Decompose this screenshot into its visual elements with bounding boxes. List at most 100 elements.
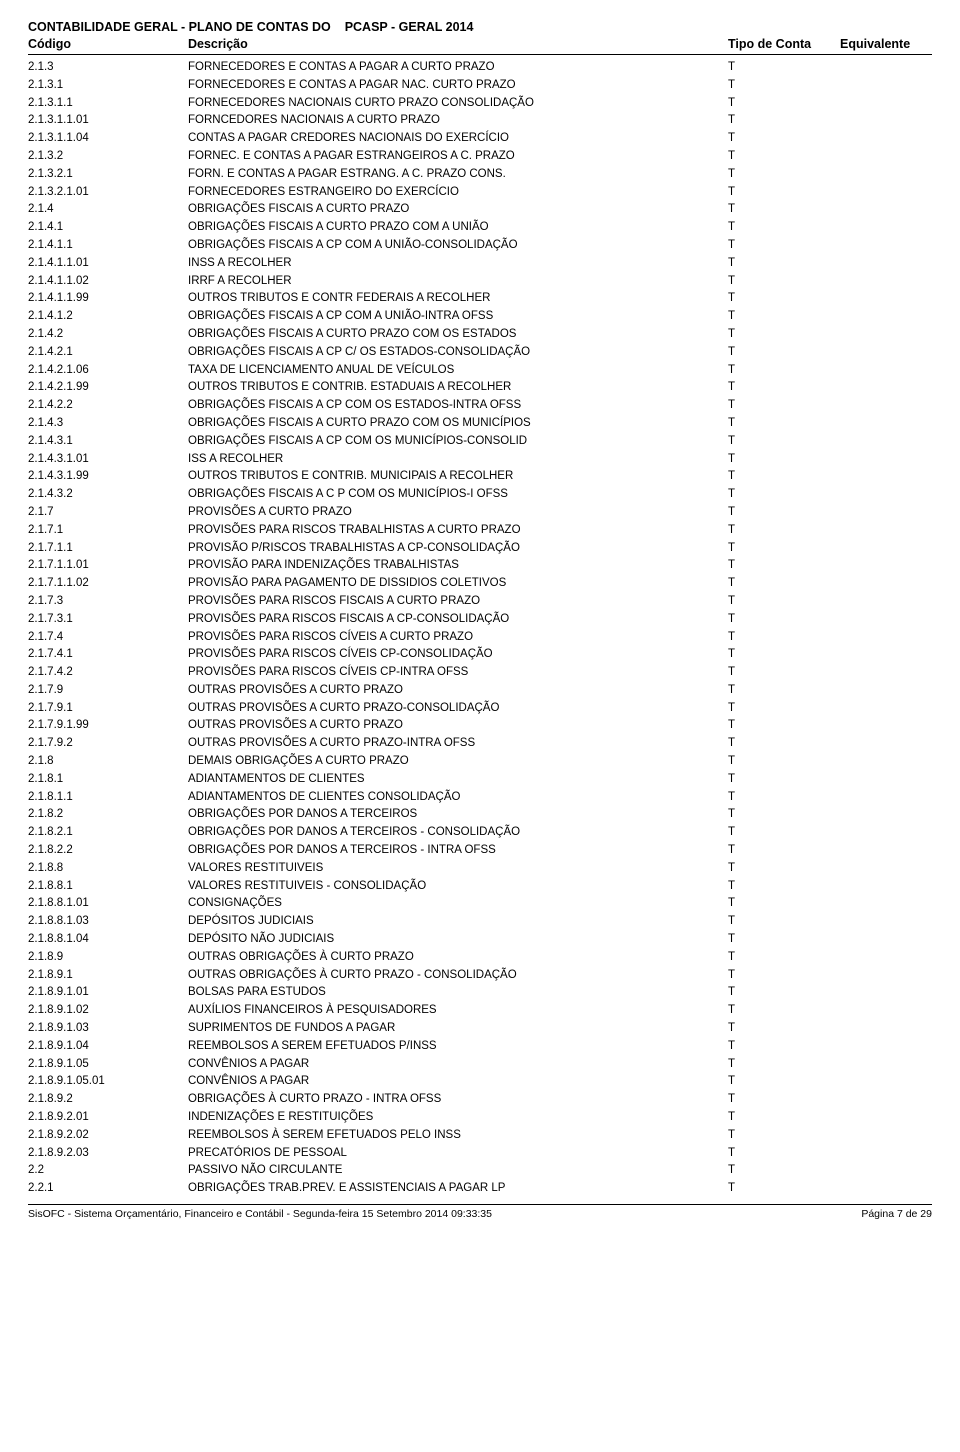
cell-descricao: OBRIGAÇÕES À CURTO PRAZO - INTRA OFSS: [188, 1091, 728, 1109]
cell-equivalente: [840, 451, 932, 469]
cell-tipo: T: [728, 984, 840, 1002]
cell-equivalente: [840, 806, 932, 824]
cell-codigo: 2.1.8.2.2: [28, 842, 188, 860]
page-title-suffix: PCASP - GERAL 2014: [345, 20, 474, 34]
cell-descricao: PROVISÕES A CURTO PRAZO: [188, 504, 728, 522]
cell-descricao: OBRIGAÇÕES TRAB.PREV. E ASSISTENCIAIS A …: [188, 1180, 728, 1198]
cell-equivalente: [840, 967, 932, 985]
cell-descricao: ADIANTAMENTOS DE CLIENTES CONSOLIDAÇÃO: [188, 789, 728, 807]
cell-equivalente: [840, 664, 932, 682]
cell-tipo: T: [728, 486, 840, 504]
cell-codigo: 2.1.4.1.1.02: [28, 273, 188, 291]
table-row: 2.1.7.3.1PROVISÕES PARA RISCOS FISCAIS A…: [28, 611, 932, 629]
cell-equivalente: [840, 1020, 932, 1038]
cell-codigo: 2.1.4.2.1: [28, 344, 188, 362]
cell-tipo: T: [728, 1020, 840, 1038]
cell-tipo: T: [728, 1162, 840, 1180]
cell-tipo: T: [728, 1002, 840, 1020]
table-row: 2.1.4.1.2OBRIGAÇÕES FISCAIS A CP COM A U…: [28, 308, 932, 326]
table-row: 2.1.8.8.1.03DEPÓSITOS JUDICIAIST: [28, 913, 932, 931]
cell-descricao: OBRIGAÇÕES FISCAIS A C P COM OS MUNICÍPI…: [188, 486, 728, 504]
cell-tipo: T: [728, 433, 840, 451]
cell-codigo: 2.1.8.9.1.04: [28, 1038, 188, 1056]
cell-codigo: 2.1.4.2.2: [28, 397, 188, 415]
cell-tipo: T: [728, 735, 840, 753]
cell-equivalente: [840, 397, 932, 415]
table-row: 2.1.8.8VALORES RESTITUIVEIST: [28, 860, 932, 878]
cell-descricao: OBRIGAÇÕES FISCAIS A CP COM OS ESTADOS-I…: [188, 397, 728, 415]
cell-descricao: IRRF A RECOLHER: [188, 273, 728, 291]
cell-codigo: 2.1.7.4: [28, 629, 188, 647]
cell-equivalente: [840, 255, 932, 273]
table-row: 2.1.7.4.1PROVISÕES PARA RISCOS CÍVEIS CP…: [28, 646, 932, 664]
cell-codigo: 2.1.8.2: [28, 806, 188, 824]
table-row: 2.1.7.9OUTRAS PROVISÕES A CURTO PRAZOT: [28, 682, 932, 700]
cell-descricao: OUTRAS OBRIGAÇÕES À CURTO PRAZO - CONSOL…: [188, 967, 728, 985]
cell-descricao: OBRIGAÇÕES FISCAIS A CP COM OS MUNICÍPIO…: [188, 433, 728, 451]
cell-tipo: T: [728, 184, 840, 202]
table-row: 2.2.1OBRIGAÇÕES TRAB.PREV. E ASSISTENCIA…: [28, 1180, 932, 1198]
cell-equivalente: [840, 984, 932, 1002]
cell-codigo: 2.1.8.9.2.02: [28, 1127, 188, 1145]
cell-descricao: OBRIGAÇÕES FISCAIS A CURTO PRAZO COM OS …: [188, 326, 728, 344]
cell-equivalente: [840, 931, 932, 949]
cell-equivalente: [840, 700, 932, 718]
cell-descricao: PROVISÃO P/RISCOS TRABALHISTAS A CP-CONS…: [188, 540, 728, 558]
cell-codigo: 2.1.7.1: [28, 522, 188, 540]
table-row: 2.1.7.3PROVISÕES PARA RISCOS FISCAIS A C…: [28, 593, 932, 611]
cell-descricao: OUTRAS PROVISÕES A CURTO PRAZO-INTRA OFS…: [188, 735, 728, 753]
table-row: 2.1.7.9.1OUTRAS PROVISÕES A CURTO PRAZO-…: [28, 700, 932, 718]
cell-codigo: 2.1.4.2: [28, 326, 188, 344]
cell-codigo: 2.1.7.1.1.01: [28, 557, 188, 575]
cell-tipo: T: [728, 1127, 840, 1145]
table-row: 2.1.7.9.2OUTRAS PROVISÕES A CURTO PRAZO-…: [28, 735, 932, 753]
cell-tipo: T: [728, 166, 840, 184]
cell-descricao: AUXÍLIOS FINANCEIROS À PESQUISADORES: [188, 1002, 728, 1020]
cell-tipo: T: [728, 451, 840, 469]
cell-equivalente: [840, 95, 932, 113]
cell-equivalente: [840, 219, 932, 237]
cell-codigo: 2.1.8.8.1.04: [28, 931, 188, 949]
table-row: 2.1.4.2.2OBRIGAÇÕES FISCAIS A CP COM OS …: [28, 397, 932, 415]
cell-tipo: T: [728, 59, 840, 77]
cell-descricao: OBRIGAÇÕES FISCAIS A CP COM A UNIÃO-CONS…: [188, 237, 728, 255]
cell-codigo: 2.1.7.9.2: [28, 735, 188, 753]
table-row: 2.1.7.9.1.99OUTRAS PROVISÕES A CURTO PRA…: [28, 717, 932, 735]
cell-tipo: T: [728, 967, 840, 985]
cell-codigo: 2.1.8.1.1: [28, 789, 188, 807]
cell-equivalente: [840, 112, 932, 130]
cell-equivalente: [840, 59, 932, 77]
cell-descricao: OUTRAS PROVISÕES A CURTO PRAZO: [188, 717, 728, 735]
cell-descricao: OBRIGAÇÕES FISCAIS A CURTO PRAZO: [188, 201, 728, 219]
cell-tipo: T: [728, 148, 840, 166]
cell-descricao: OBRIGAÇÕES FISCAIS A CP COM A UNIÃO-INTR…: [188, 308, 728, 326]
cell-equivalente: [840, 878, 932, 896]
cell-equivalente: [840, 362, 932, 380]
report-page: CONTABILIDADE GERAL - PLANO DE CONTAS DO…: [0, 0, 960, 1234]
cell-codigo: 2.1.4.1: [28, 219, 188, 237]
cell-codigo: 2.1.4: [28, 201, 188, 219]
cell-tipo: T: [728, 362, 840, 380]
table-row: 2.1.4.1.1.01INSS A RECOLHERT: [28, 255, 932, 273]
cell-tipo: T: [728, 1180, 840, 1198]
table-row: 2.1.4.1.1.99OUTROS TRIBUTOS E CONTR FEDE…: [28, 290, 932, 308]
cell-equivalente: [840, 860, 932, 878]
cell-descricao: PROVISÕES PARA RISCOS CÍVEIS A CURTO PRA…: [188, 629, 728, 647]
column-headers: Código Descrição Tipo de Conta Equivalen…: [28, 36, 932, 55]
cell-codigo: 2.1.7.9.1.99: [28, 717, 188, 735]
cell-tipo: T: [728, 468, 840, 486]
table-row: 2.1.3.2FORNEC. E CONTAS A PAGAR ESTRANGE…: [28, 148, 932, 166]
table-row: 2.1.8.9.2.01INDENIZAÇÕES E RESTITUIÇÕEST: [28, 1109, 932, 1127]
cell-tipo: T: [728, 95, 840, 113]
table-row: 2.1.3.1FORNECEDORES E CONTAS A PAGAR NAC…: [28, 77, 932, 95]
cell-equivalente: [840, 201, 932, 219]
table-row: 2.1.8.9.2.02REEMBOLSOS À SEREM EFETUADOS…: [28, 1127, 932, 1145]
cell-codigo: 2.1.3.2.1.01: [28, 184, 188, 202]
cell-descricao: CONVÊNIOS A PAGAR: [188, 1056, 728, 1074]
cell-codigo: 2.1.7.4.2: [28, 664, 188, 682]
table-row: 2.1.4.1OBRIGAÇÕES FISCAIS A CURTO PRAZO …: [28, 219, 932, 237]
cell-codigo: 2.1.4.2.1.06: [28, 362, 188, 380]
cell-equivalente: [840, 717, 932, 735]
cell-tipo: T: [728, 895, 840, 913]
cell-tipo: T: [728, 682, 840, 700]
